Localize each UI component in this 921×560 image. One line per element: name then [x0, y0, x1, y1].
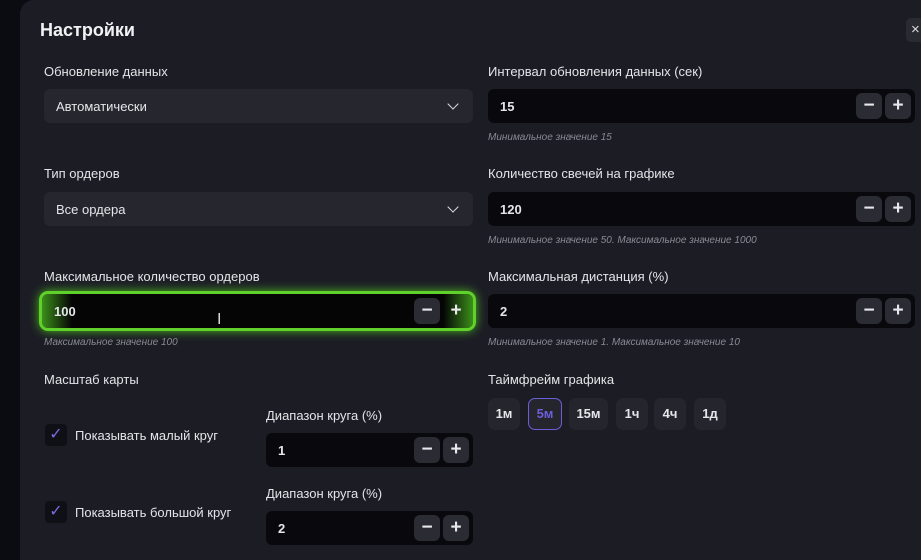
candles-label: Количество свечей на графике — [488, 166, 675, 181]
interval-label: Интервал обновления данных (сек) — [488, 64, 703, 79]
max-orders-hint: Максимальное значение 100 — [44, 337, 178, 348]
order-type-value: Все ордера — [56, 201, 126, 217]
decrement-button[interactable]: − — [414, 437, 440, 463]
max-orders-input[interactable]: 100 − + — [42, 294, 473, 328]
timeframe-4h[interactable]: 4ч — [654, 398, 686, 430]
increment-button[interactable]: + — [885, 196, 911, 222]
increment-button[interactable]: + — [443, 515, 469, 541]
big-circle-label[interactable]: Показывать большой круг — [75, 505, 232, 520]
order-type-select[interactable]: Все ордера — [44, 192, 473, 226]
big-circle-range-input[interactable]: 2 − + — [266, 511, 473, 545]
decrement-button[interactable]: − — [856, 298, 882, 324]
candles-value[interactable]: 120 — [500, 201, 522, 217]
increment-button[interactable]: + — [443, 437, 469, 463]
increment-button[interactable]: + — [885, 93, 911, 119]
close-icon[interactable]: × — [906, 18, 921, 42]
data-update-label: Обновление данных — [44, 64, 168, 79]
max-orders-label: Максимальное количество ордеров — [44, 269, 260, 284]
max-distance-input[interactable]: 2 − + — [488, 294, 915, 328]
big-circle-range-label: Диапазон круга (%) — [266, 486, 383, 501]
data-update-value: Автоматически — [56, 98, 147, 114]
max-distance-hint: Минимальное значение 1. Максимальное зна… — [488, 337, 740, 348]
max-distance-value[interactable]: 2 — [500, 303, 508, 319]
decrement-button[interactable]: − — [856, 196, 882, 222]
interval-input[interactable]: 15 − + — [488, 89, 915, 123]
small-circle-range-value[interactable]: 1 — [278, 442, 286, 458]
small-circle-range-label: Диапазон круга (%) — [266, 408, 383, 423]
interval-hint: Минимальное значение 15 — [488, 132, 612, 143]
timeframe-1d[interactable]: 1д — [694, 398, 726, 430]
data-update-select[interactable]: Автоматически — [44, 89, 473, 123]
max-orders-value[interactable]: 100 — [54, 303, 76, 319]
decrement-button[interactable]: − — [856, 93, 882, 119]
candles-input[interactable]: 120 − + — [488, 192, 915, 226]
chevron-down-icon — [447, 200, 459, 213]
timeframe-label: Таймфрейм графика — [488, 372, 615, 387]
big-circle-range-value[interactable]: 2 — [278, 520, 286, 536]
order-type-label: Тип ордеров — [44, 166, 120, 181]
timeframe-15m[interactable]: 15м — [569, 398, 608, 430]
chevron-down-icon — [447, 97, 459, 110]
increment-button[interactable]: + — [450, 300, 462, 321]
decrement-button[interactable]: − — [414, 298, 440, 324]
candles-hint: Минимальное значение 50. Максимальное зн… — [488, 235, 757, 246]
timeframe-1h[interactable]: 1ч — [616, 398, 648, 430]
small-circle-checkbox[interactable]: ✓ — [45, 424, 67, 446]
text-cursor-icon: I — [217, 311, 222, 328]
big-circle-checkbox[interactable]: ✓ — [45, 501, 67, 523]
timeframe-1m[interactable]: 1м — [488, 398, 520, 430]
map-scale-label: Масштаб карты — [44, 372, 139, 387]
max-distance-label: Максимальная дистанция (%) — [488, 269, 669, 284]
increment-button[interactable]: + — [885, 298, 911, 324]
decrement-button[interactable]: − — [414, 515, 440, 541]
small-circle-range-input[interactable]: 1 − + — [266, 433, 473, 467]
timeframe-5m[interactable]: 5м — [528, 398, 562, 430]
small-circle-label[interactable]: Показывать малый круг — [75, 428, 218, 443]
interval-value[interactable]: 15 — [500, 98, 515, 114]
page-title: Настройки — [40, 20, 135, 40]
